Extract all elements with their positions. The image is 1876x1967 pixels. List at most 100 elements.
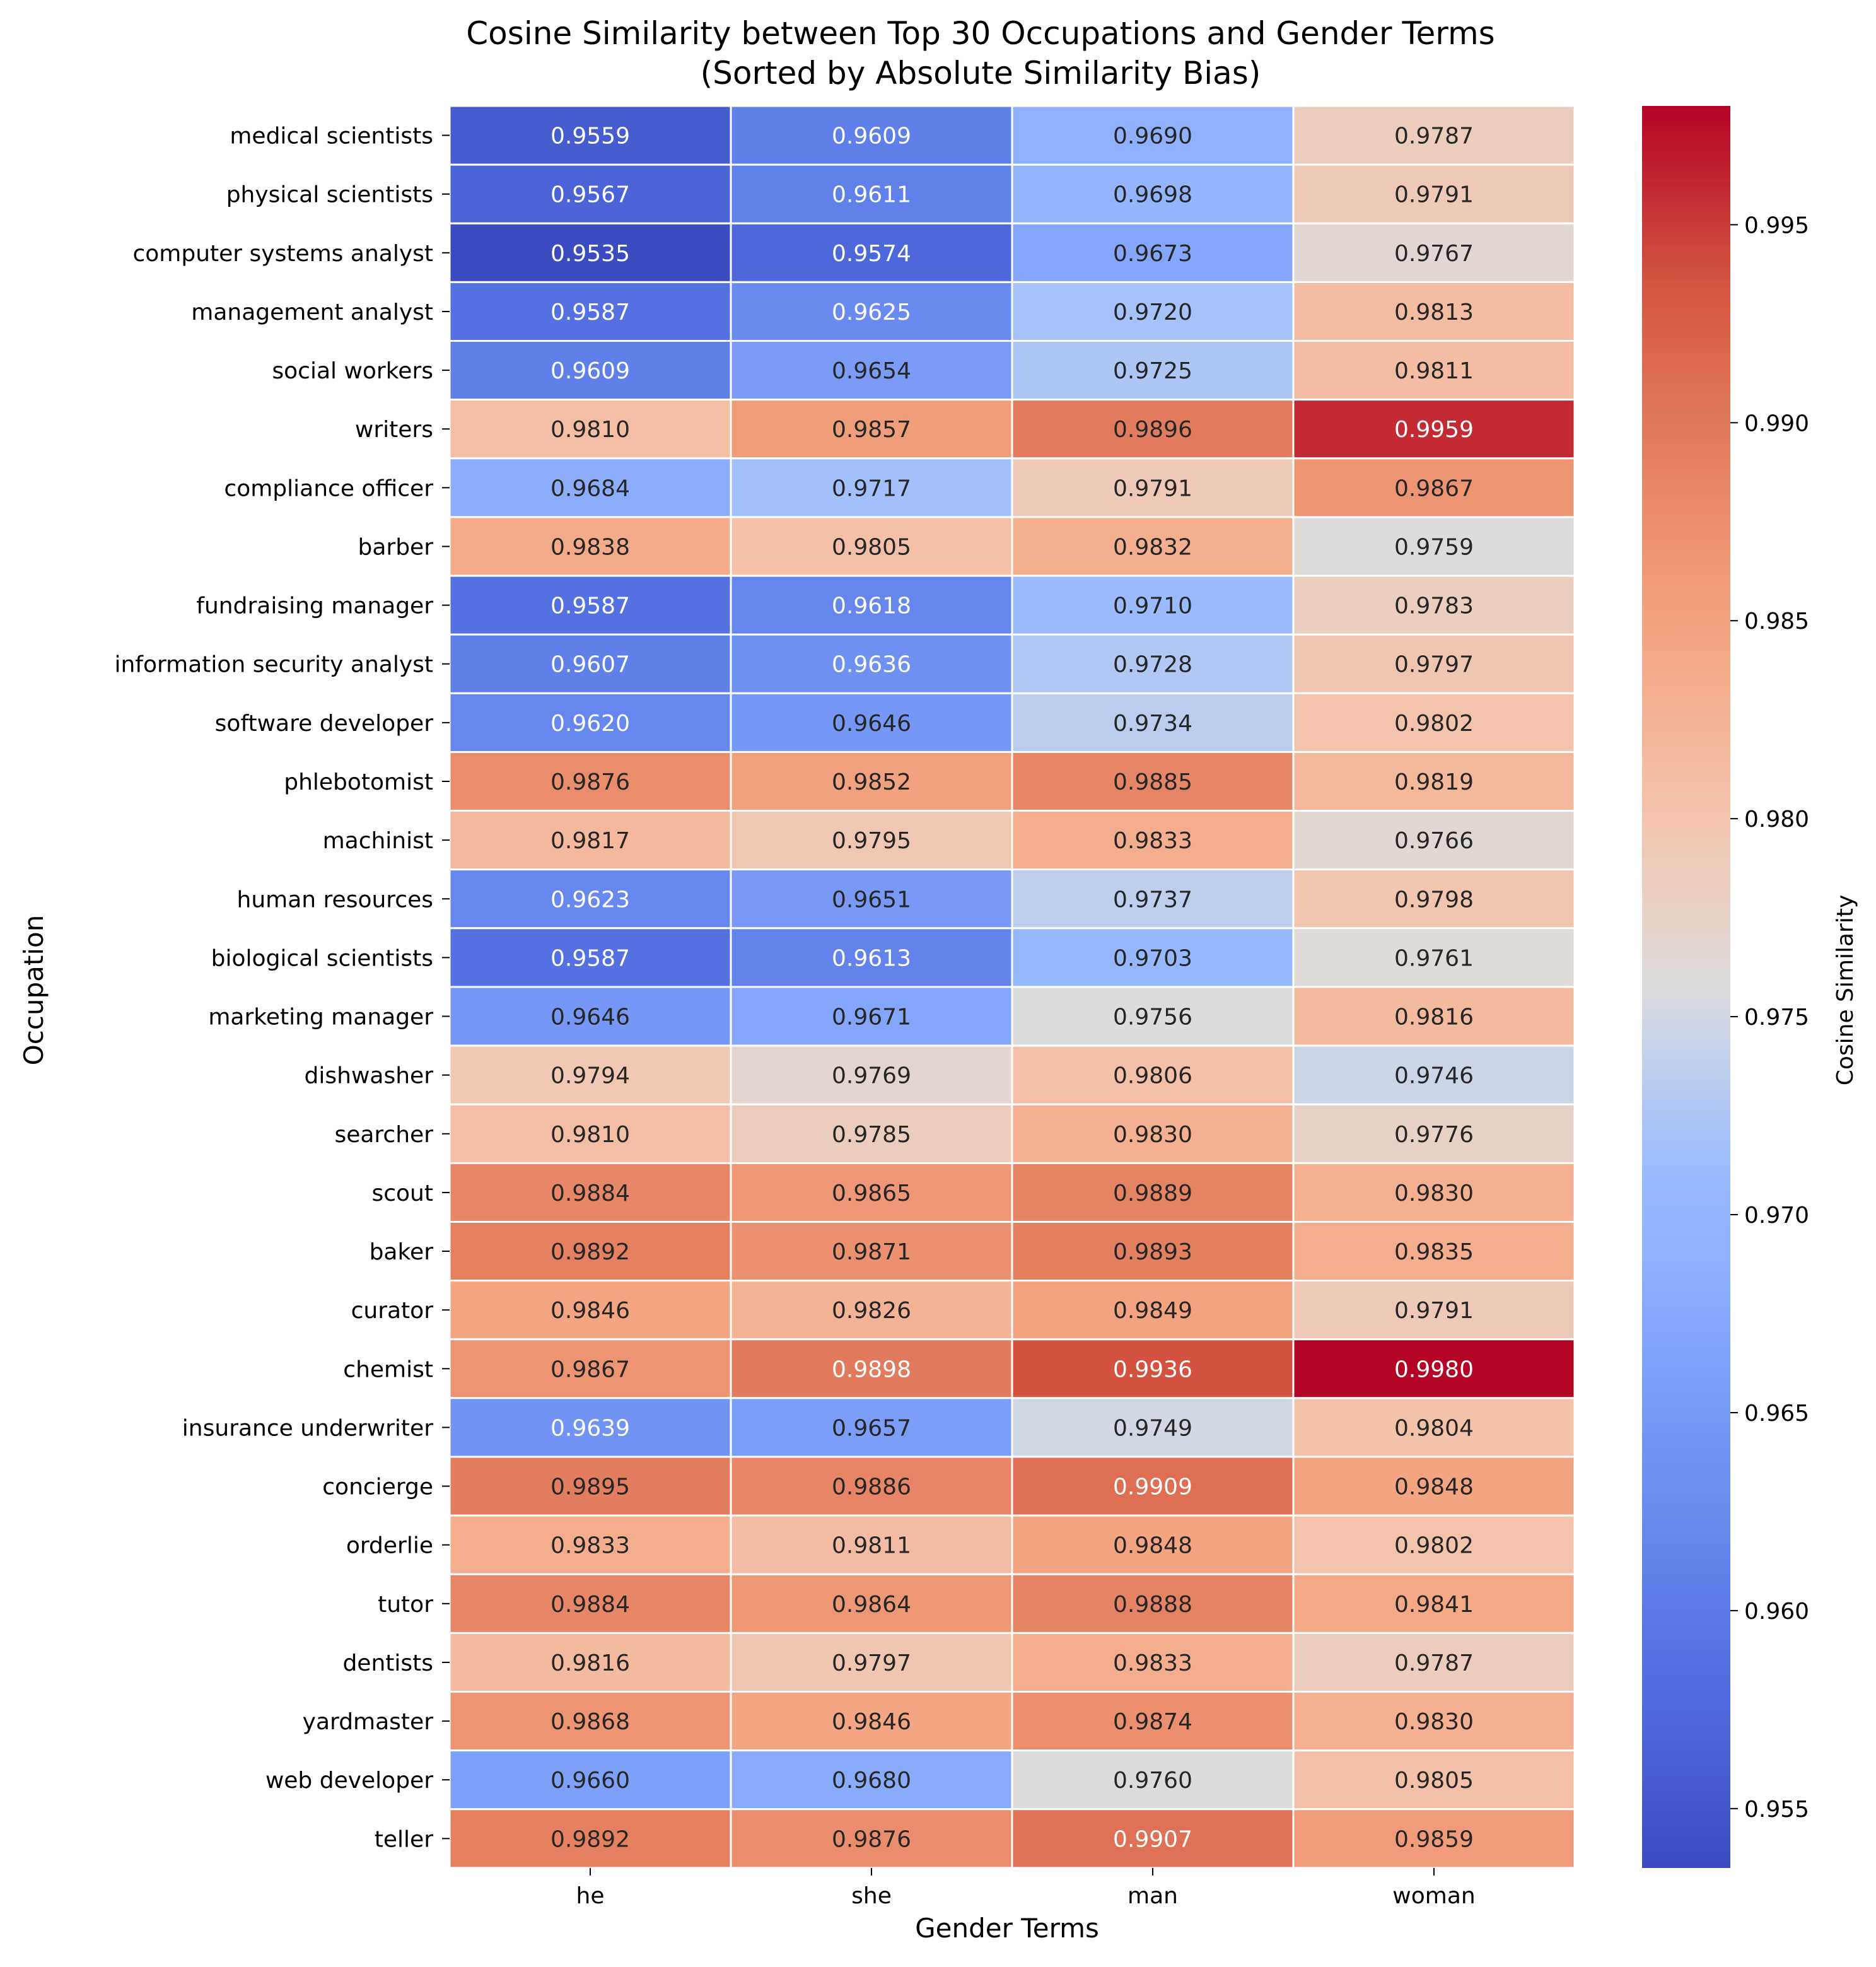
cell-value-label: 0.9737 — [1113, 887, 1192, 913]
cell-value-label: 0.9846 — [551, 1298, 630, 1324]
heatmap-cell — [1011, 399, 1295, 460]
row-tick-label: dishwasher — [305, 1063, 434, 1089]
heatmap-cell — [448, 1338, 732, 1399]
cell-value-label: 0.9841 — [1394, 1592, 1474, 1618]
heatmap-cell — [730, 340, 1013, 401]
heatmap-cell — [1292, 1631, 1576, 1693]
cell-value-label: 0.9871 — [832, 1239, 911, 1265]
cell-value-label: 0.9892 — [551, 1826, 630, 1852]
heatmap-cell — [1292, 1749, 1576, 1811]
cell-value-label: 0.9795 — [832, 828, 911, 854]
heatmap-cell — [1011, 516, 1295, 577]
row-tick-label: barber — [358, 534, 433, 560]
heatmap-cell — [1011, 692, 1295, 753]
row-tick-label: scout — [371, 1181, 433, 1206]
cell-value-label: 0.9794 — [551, 1063, 630, 1089]
heatmap-cell — [448, 457, 732, 518]
colorbar-tick-label: 0.970 — [1744, 1203, 1809, 1229]
cell-value-label: 0.9776 — [1394, 1122, 1474, 1148]
cell-value-label: 0.9734 — [1113, 711, 1192, 737]
heatmap-cell — [1011, 1749, 1295, 1811]
cell-value-label: 0.9749 — [1113, 1415, 1192, 1441]
cell-value-label: 0.9797 — [832, 1650, 911, 1676]
colorbar-tick-label: 0.985 — [1744, 609, 1809, 634]
cell-value-label: 0.9802 — [1394, 1533, 1474, 1559]
heatmap-cell — [1292, 281, 1576, 342]
cell-value-label: 0.9767 — [1394, 241, 1474, 267]
colorbar-tick-label: 0.980 — [1744, 807, 1809, 832]
cell-labels: 0.9559 0.9609 0.9690 0.9787 0.9567 0.9611 0.96… — [551, 124, 1474, 1853]
heatmap-cell — [1292, 163, 1576, 225]
cell-value-label: 0.9798 — [1394, 887, 1474, 913]
cell-value-label: 0.9717 — [832, 476, 911, 501]
heatmap-cell — [730, 868, 1013, 930]
heatmap-cell — [448, 281, 732, 342]
cell-value-label: 0.9680 — [832, 1768, 911, 1794]
cell-value-label: 0.9876 — [832, 1826, 911, 1852]
row-tick-label: curator — [351, 1298, 434, 1324]
cell-value-label: 0.9684 — [551, 476, 630, 501]
cell-value-label: 0.9832 — [1113, 534, 1192, 560]
column-tick-label: she — [851, 1883, 892, 1909]
heatmap-cell — [730, 927, 1013, 988]
cell-value-label: 0.9833 — [1113, 1650, 1192, 1676]
row-tick-label: physical scientists — [226, 182, 433, 208]
cell-value-label: 0.9857 — [832, 417, 911, 443]
heatmap-cell — [730, 1514, 1013, 1575]
heatmap-cell — [1011, 575, 1295, 636]
heatmap-cell — [730, 1456, 1013, 1517]
heatmap-cell — [730, 1749, 1013, 1811]
row-tick-label: concierge — [322, 1474, 433, 1500]
heatmap-cell — [1011, 1691, 1295, 1752]
row-tick-label: management analyst — [191, 300, 433, 325]
heatmap-cell — [730, 1280, 1013, 1341]
cell-value-label: 0.9535 — [551, 241, 630, 267]
chart-title-line2: (Sorted by Absolute Similarity Bias) — [701, 55, 1261, 91]
cell-value-label: 0.9646 — [832, 711, 911, 737]
heatmap-cell — [730, 222, 1013, 283]
heatmap-cell — [1011, 1044, 1295, 1106]
cell-value-label: 0.9618 — [832, 593, 911, 619]
cell-value-label: 0.9625 — [832, 300, 911, 325]
colorbar-label: Cosine Similarity — [1832, 895, 1858, 1086]
heatmap-cell — [1292, 516, 1576, 577]
heatmap-cell — [1011, 810, 1295, 871]
y-axis-label: Occupation — [18, 915, 49, 1066]
cell-value-label: 0.9609 — [551, 358, 630, 384]
heatmap-cell — [448, 1397, 732, 1458]
row-tick-label: software developer — [215, 711, 434, 737]
column-tick-labels: he she man woman — [576, 1867, 1476, 1909]
heatmap-cell — [1292, 1338, 1576, 1399]
cell-value-label: 0.9611 — [832, 182, 911, 208]
cell-value-label: 0.9830 — [1113, 1122, 1192, 1148]
cell-value-label: 0.9567 — [551, 182, 630, 208]
cell-value-label: 0.9805 — [1394, 1768, 1474, 1794]
heatmap-cell — [730, 516, 1013, 577]
cell-value-label: 0.9673 — [1113, 241, 1192, 267]
heatmap-cell — [1292, 340, 1576, 401]
heatmap-cell — [448, 105, 732, 166]
cell-value-label: 0.9811 — [832, 1533, 911, 1559]
cell-value-label: 0.9703 — [1113, 945, 1192, 971]
cell-value-label: 0.9587 — [551, 945, 630, 971]
heatmap-cell — [1011, 1397, 1295, 1458]
cell-value-label: 0.9787 — [1394, 1650, 1474, 1676]
cell-value-label: 0.9907 — [1113, 1826, 1192, 1852]
cell-value-label: 0.9848 — [1113, 1533, 1192, 1559]
heatmap-cell — [1011, 1220, 1295, 1282]
heatmap-cell — [1292, 457, 1576, 518]
cell-value-label: 0.9769 — [832, 1063, 911, 1089]
row-tick-label: insurance underwriter — [182, 1415, 433, 1441]
cell-value-label: 0.9785 — [832, 1122, 911, 1148]
heatmap-cell — [1292, 1044, 1576, 1106]
heatmap-cell — [730, 986, 1013, 1047]
cell-value-label: 0.9690 — [1113, 124, 1192, 149]
cell-value-label: 0.9587 — [551, 300, 630, 325]
heatmap-cell — [1011, 750, 1295, 812]
heatmap-cell — [1011, 1631, 1295, 1693]
heatmap-cell — [1292, 692, 1576, 753]
colorbar-tick-label: 0.955 — [1744, 1797, 1809, 1823]
row-tick-label: teller — [375, 1826, 433, 1852]
cell-value-label: 0.9805 — [832, 534, 911, 560]
